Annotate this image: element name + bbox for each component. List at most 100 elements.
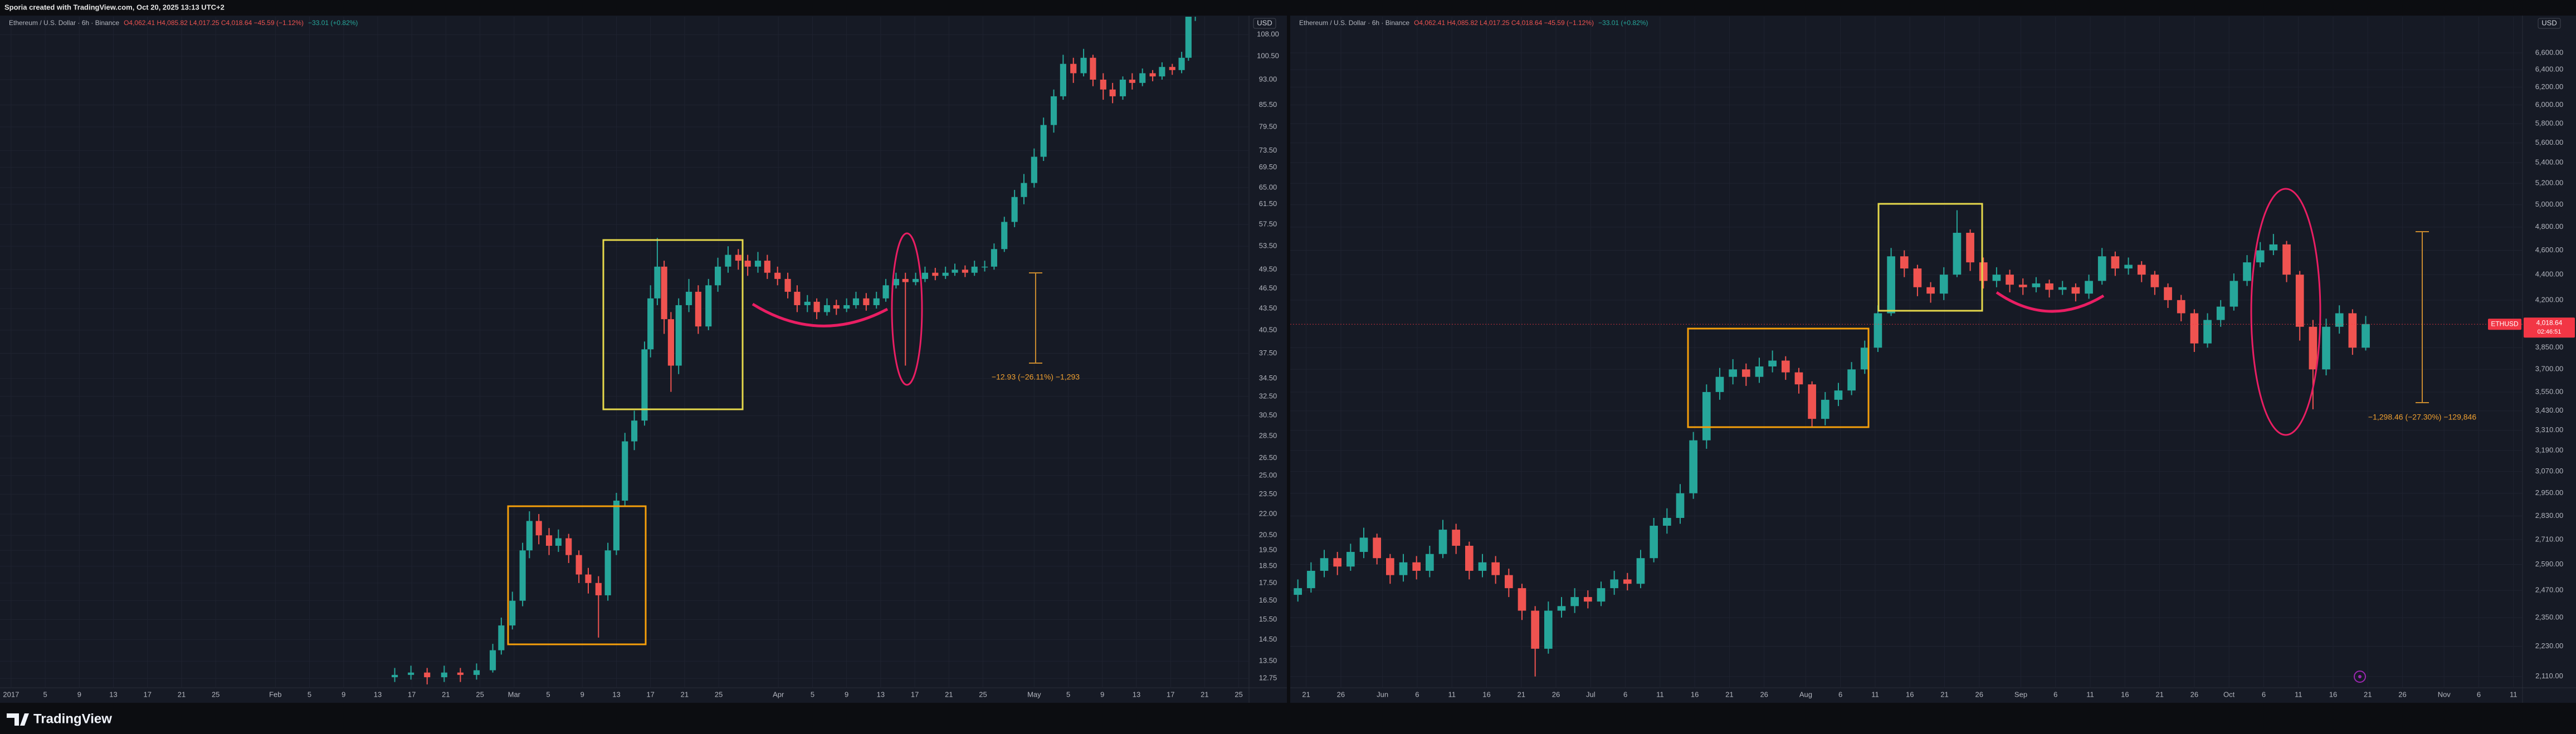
y-tick-label: 3,310.00 [2535, 425, 2564, 434]
candle-body [1557, 606, 1566, 611]
candle-body [921, 272, 929, 279]
x-tick-label: 21 [2364, 690, 2372, 698]
rectangle-drawing[interactable] [1687, 327, 1870, 428]
candle-body [764, 261, 770, 273]
candle-body [695, 291, 701, 327]
x-tick-label: 6 [2053, 690, 2057, 698]
x-tick-label: Feb [269, 690, 281, 698]
x-tick-label: 21 [1201, 690, 1208, 698]
x-tick-label: 5 [43, 690, 47, 698]
ellipse-drawing[interactable] [2250, 188, 2321, 436]
y-tick-label: 6,600.00 [2535, 48, 2564, 56]
candle-body [1583, 597, 1592, 602]
candle-body [575, 555, 582, 575]
candle-body [1913, 268, 1922, 287]
candle-body [2164, 287, 2172, 300]
candle-body [705, 285, 712, 327]
candle-body [519, 550, 526, 601]
candle-body [555, 538, 562, 546]
footer-bar [0, 703, 2576, 734]
x-tick-label: 26 [1552, 690, 1560, 698]
candle-body [1040, 125, 1047, 157]
y-tick-label: 6,000.00 [2535, 100, 2564, 109]
alert-icon[interactable] [2354, 671, 2366, 683]
y-tick-label: 85.50 [1259, 100, 1277, 109]
x-tick-label: 11 [1871, 690, 1879, 698]
candle-body [1610, 579, 1618, 589]
candle-body [932, 272, 939, 276]
candle-body [1597, 588, 1606, 602]
candle-body [1060, 63, 1066, 96]
y-tick-label: 2,830.00 [2535, 511, 2564, 520]
y-tick-label: 100.50 [1257, 51, 1279, 60]
candle-body [545, 535, 553, 546]
ellipse-drawing[interactable] [891, 232, 923, 386]
y-tick-label: 37.50 [1259, 349, 1277, 357]
y-tick-label: 5,800.00 [2535, 119, 2564, 127]
currency-box[interactable] [1253, 18, 1276, 29]
y-tick-label: 3,850.00 [2535, 343, 2564, 351]
currency-box[interactable] [2538, 18, 2561, 29]
y-tick-label: 5,600.00 [2535, 138, 2564, 146]
y-tick-label: 2,230.00 [2535, 642, 2564, 650]
candle-body [1478, 562, 1487, 571]
candle-body [2137, 265, 2146, 275]
y-tick-label: 25.00 [1259, 471, 1277, 479]
rectangle-drawing[interactable] [507, 505, 647, 645]
x-tick-label: 6 [1623, 690, 1627, 698]
y-tick-label: 18.50 [1259, 561, 1277, 570]
currency: USD [2541, 18, 2557, 27]
arc-drawing[interactable] [1996, 291, 2105, 313]
candle-body [971, 266, 978, 273]
candle-body [744, 261, 751, 267]
x-tick-label: 11 [2295, 690, 2302, 698]
rectangle-drawing[interactable] [1877, 203, 1983, 312]
x-tick-label: 11 [2510, 690, 2518, 698]
x-tick-label: 16 [2329, 690, 2337, 698]
x-tick-label: 17 [408, 690, 416, 698]
x-tick-label: 16 [1906, 690, 1914, 698]
y-tick-label: 4,800.00 [2535, 222, 2564, 231]
x-tick-label: 16 [2121, 690, 2129, 698]
y-tick-label: 4,200.00 [2535, 295, 2564, 304]
x-tick-label: 9 [1100, 690, 1104, 698]
x-tick-label: 13 [109, 690, 117, 698]
candle-body [1294, 588, 1302, 595]
candle-body [2216, 306, 2225, 320]
x-tick-label: 21 [1302, 690, 1310, 698]
candle-body [1544, 610, 1553, 649]
legend-change: −33.01 (+0.82%) [308, 19, 358, 27]
candle-body [1491, 562, 1500, 575]
candle-body [1185, 17, 1192, 58]
candle-body [1531, 610, 1539, 649]
candle-body [1412, 562, 1421, 571]
measure-drawing[interactable] [1029, 272, 1042, 364]
price-tag-box [2524, 317, 2575, 338]
candle-body [391, 674, 398, 678]
candle-body [715, 266, 721, 286]
x-tick-label: 13 [1133, 690, 1140, 698]
x-tick-label: Mar [508, 690, 521, 698]
x-tick-label: 5 [308, 690, 311, 698]
arc-drawing[interactable] [752, 302, 889, 327]
candle-body [962, 270, 968, 273]
y-tick-label: 17.50 [1259, 578, 1277, 586]
candle-body [1346, 552, 1355, 567]
label-layer: 108.00 100.50 93.00 85.50 79.50 73.50 69.50 65.… [3, 30, 2575, 698]
candle-body [784, 278, 791, 292]
y-tick-label: 20.50 [1259, 531, 1277, 539]
candle-body [424, 672, 431, 678]
x-tick-label: 5 [546, 690, 550, 698]
candle-body [1438, 530, 1447, 554]
candle-body [2190, 313, 2199, 344]
x-tick-label: 25 [1235, 690, 1242, 698]
y-tick-label: 22.00 [1259, 509, 1277, 517]
x-tick-label: Oct [2223, 690, 2235, 698]
y-tick-label: 69.50 [1259, 163, 1277, 171]
y-tick-label: 19.50 [1259, 546, 1277, 554]
candle-body [1794, 372, 1803, 385]
right-candles [1294, 210, 2370, 677]
measure-drawing[interactable] [2416, 231, 2429, 403]
rectangle-drawing[interactable] [602, 239, 744, 410]
